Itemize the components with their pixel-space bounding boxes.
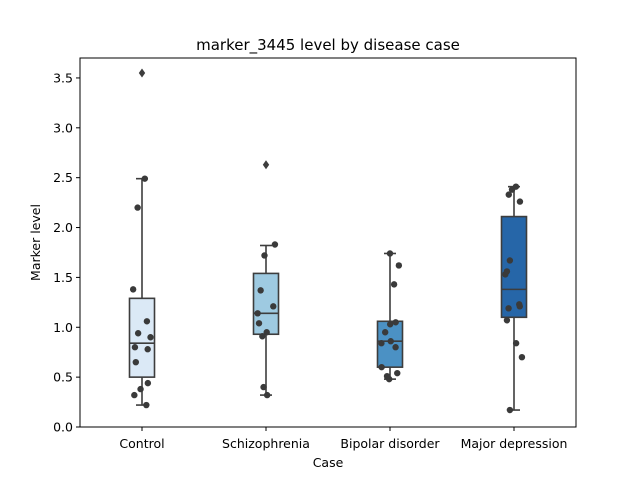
box-group — [252, 160, 280, 399]
data-point — [129, 286, 137, 293]
plot-area — [128, 68, 528, 414]
data-point — [254, 310, 261, 317]
data-point — [144, 346, 151, 353]
data-point — [505, 305, 512, 312]
x-tick-label: Schizophrenia — [222, 436, 310, 451]
data-point — [255, 320, 263, 327]
x-tick-label: Major depression — [461, 436, 568, 451]
data-point — [392, 319, 399, 326]
data-point — [143, 318, 151, 325]
data-point — [271, 241, 279, 248]
data-point — [261, 252, 268, 259]
data-point — [144, 379, 152, 387]
box-iqr — [500, 215, 528, 319]
data-point — [141, 175, 149, 182]
data-point — [518, 353, 526, 361]
data-point — [394, 369, 401, 377]
outlier-marker — [138, 68, 146, 78]
data-point — [512, 183, 520, 190]
data-point — [260, 383, 267, 391]
data-point — [134, 204, 141, 211]
data-point — [387, 338, 394, 345]
data-point — [147, 334, 154, 341]
data-point — [270, 303, 277, 310]
data-point — [506, 406, 514, 414]
x-axis-label: Case — [313, 455, 344, 470]
data-point — [137, 385, 144, 393]
y-axis-label: Marker level — [28, 204, 43, 281]
data-point — [503, 317, 511, 324]
data-point — [386, 321, 394, 328]
box-group — [500, 183, 528, 414]
box-group — [128, 68, 156, 409]
axes: 0.0 0.5 1.0 1.5 2.0 2.5 3.0 3.5 Control Schizophr… — [53, 70, 567, 451]
y-tick-label: 3.0 — [53, 120, 73, 135]
data-point — [132, 358, 140, 366]
data-point — [263, 391, 271, 399]
y-tick-label: 0.5 — [53, 370, 73, 385]
outlier-marker — [262, 160, 270, 170]
y-tick-label: 1.5 — [53, 270, 73, 285]
chart-title: marker_3445 level by disease case — [196, 36, 460, 55]
x-tick-label: Control — [119, 436, 164, 451]
data-point — [378, 363, 385, 371]
data-point — [505, 191, 512, 198]
data-point — [386, 250, 394, 257]
y-tick-label: 0.0 — [53, 420, 73, 435]
data-point — [134, 330, 142, 337]
data-point — [131, 344, 139, 351]
data-point — [392, 344, 399, 351]
y-tick-label: 2.5 — [53, 170, 73, 185]
data-point — [131, 391, 138, 399]
y-tick-label: 1.0 — [53, 320, 73, 335]
data-point — [383, 372, 391, 380]
data-point — [143, 401, 150, 409]
data-point — [263, 329, 270, 336]
data-point — [516, 198, 524, 205]
y-tick-label: 3.5 — [53, 70, 73, 85]
box-group — [376, 250, 404, 383]
data-point — [257, 287, 264, 294]
x-tick-label: Bipolar disorder — [340, 436, 440, 451]
data-point — [381, 329, 389, 336]
data-point — [512, 340, 520, 347]
data-point — [259, 333, 266, 340]
data-point — [516, 301, 523, 308]
data-point — [390, 281, 398, 288]
data-point — [395, 262, 403, 269]
y-tick-label: 2.0 — [53, 220, 73, 235]
data-point — [506, 257, 514, 264]
data-point — [378, 340, 385, 347]
plot-frame — [79, 57, 577, 428]
data-point — [503, 268, 511, 275]
